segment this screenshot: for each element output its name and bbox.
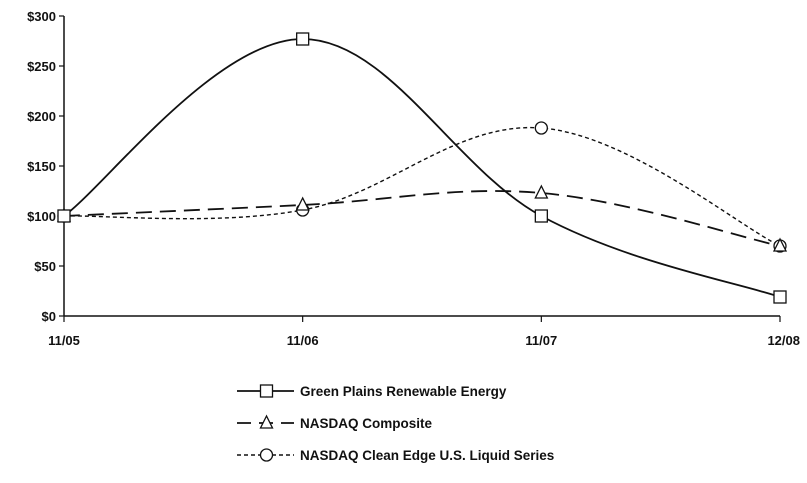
x-tick-label: 12/08 bbox=[767, 333, 800, 348]
legend: Green Plains Renewable Energy NASDAQ Comp… bbox=[237, 384, 554, 463]
data-point-triangle-marker bbox=[295, 196, 310, 211]
x-tick-labels: 11/05 11/06 11/07 12/08 bbox=[48, 333, 800, 348]
legend-triangle-marker bbox=[259, 414, 274, 429]
legend-square-marker bbox=[259, 384, 274, 398]
data-point-square-marker bbox=[773, 290, 787, 304]
legend-circle-marker bbox=[259, 448, 274, 462]
axes bbox=[59, 15, 781, 322]
series-lines bbox=[56, 32, 788, 304]
y-tick-label: $150 bbox=[27, 159, 56, 174]
legend-label: Green Plains Renewable Energy bbox=[300, 384, 507, 399]
data-point-square-marker bbox=[296, 32, 310, 46]
legend-label: NASDAQ Clean Edge U.S. Liquid Series bbox=[300, 448, 554, 463]
data-point-circle-marker bbox=[534, 121, 548, 135]
y-tick-label: $250 bbox=[27, 59, 56, 74]
x-tick-label: 11/06 bbox=[287, 333, 319, 348]
x-tick-label: 11/07 bbox=[525, 333, 557, 348]
y-tick-label: $200 bbox=[27, 109, 56, 124]
data-point-square-marker bbox=[57, 209, 71, 223]
legend-label: NASDAQ Composite bbox=[300, 416, 432, 431]
y-tick-label: $300 bbox=[27, 9, 56, 24]
x-tick-label: 11/05 bbox=[48, 333, 80, 348]
series-line-0 bbox=[63, 38, 781, 298]
series-line-2 bbox=[63, 126, 781, 247]
y-tick-labels: $0 $50 $100 $150 $200 $250 $300 bbox=[27, 9, 56, 324]
data-point-triangle-marker bbox=[772, 237, 788, 252]
data-point-triangle-marker bbox=[534, 184, 549, 199]
series-line-1 bbox=[63, 190, 781, 247]
y-tick-label: $100 bbox=[27, 209, 56, 224]
y-tick-label: $0 bbox=[42, 309, 56, 324]
data-point-square-marker bbox=[534, 209, 548, 223]
y-tick-label: $50 bbox=[34, 259, 56, 274]
